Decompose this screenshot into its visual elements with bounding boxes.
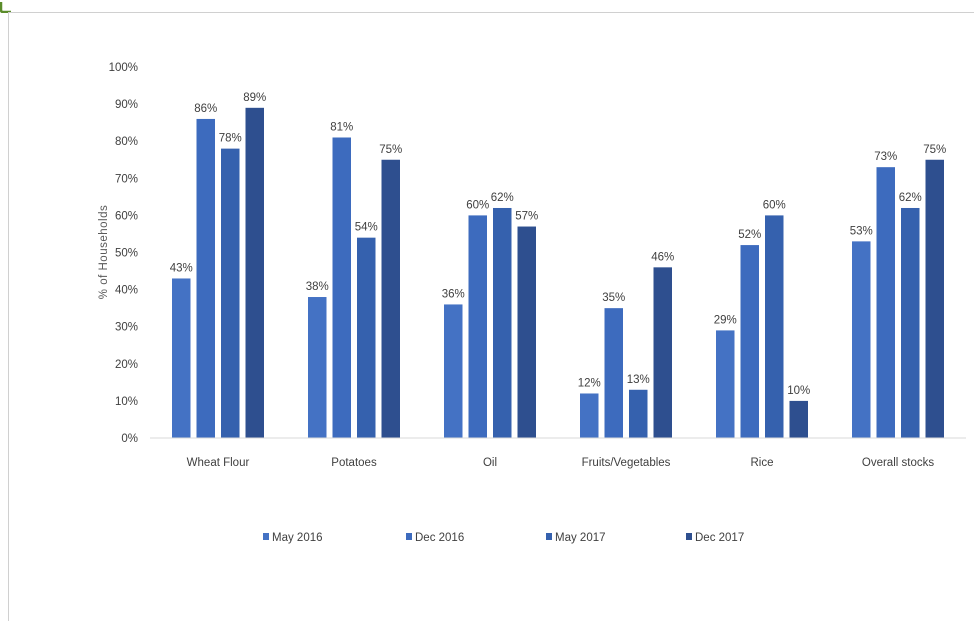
- bar: [629, 389, 648, 438]
- data-label: 60%: [763, 199, 786, 211]
- bar: [196, 118, 215, 438]
- bar: [653, 267, 672, 438]
- x-category-label: Wheat Flour: [187, 457, 250, 469]
- data-label: 62%: [899, 192, 922, 204]
- bar: [221, 148, 240, 438]
- data-label: 36%: [442, 288, 465, 300]
- bar: [716, 330, 735, 438]
- data-label: 57%: [515, 211, 538, 223]
- y-tick-label: 40%: [115, 285, 138, 297]
- data-label: 29%: [714, 314, 737, 326]
- x-category-label: Oil: [483, 457, 497, 469]
- bar: [172, 278, 191, 438]
- data-label: 75%: [923, 144, 946, 156]
- bar: [357, 237, 376, 438]
- data-label: 73%: [874, 151, 897, 163]
- data-label: 78%: [219, 133, 242, 145]
- y-axis-title: % of Households: [98, 205, 110, 299]
- y-tick-label: 60%: [115, 210, 138, 222]
- bar: [852, 241, 871, 438]
- y-tick-label: 20%: [115, 359, 138, 371]
- legend-swatch: [406, 533, 412, 540]
- data-label: 60%: [466, 199, 489, 211]
- legend-label: May 2017: [555, 532, 606, 544]
- data-label: 54%: [355, 222, 378, 234]
- legend-swatch: [686, 533, 692, 540]
- data-label: 81%: [330, 121, 353, 133]
- bar: [444, 304, 463, 438]
- y-tick-label: 90%: [115, 99, 138, 111]
- bars: [172, 107, 944, 439]
- legend: May 2016 Dec 2016 May 2017 Dec 2017: [263, 532, 744, 544]
- bar: [493, 207, 512, 438]
- bar: [901, 207, 920, 438]
- y-tick-label: 70%: [115, 173, 138, 185]
- x-axis-categories: Wheat Flour Potatoes Oil Fruits/Vegetables R…: [187, 457, 935, 469]
- corner-mark-icon: [0, 0, 12, 14]
- data-label: 89%: [243, 92, 266, 104]
- data-label: 53%: [850, 225, 873, 237]
- bar: [308, 297, 327, 438]
- legend-label: Dec 2016: [415, 532, 464, 544]
- data-labels: 43%86%78%89%38%81%54%75%36%60%62%57%12%3…: [170, 92, 947, 397]
- data-label: 75%: [379, 144, 402, 156]
- bar: [332, 137, 351, 439]
- bar: [765, 215, 784, 438]
- data-label: 13%: [627, 374, 650, 386]
- bar: [789, 400, 808, 438]
- data-label: 86%: [194, 103, 217, 115]
- y-tick-label: 100%: [109, 62, 138, 74]
- bar: [245, 107, 264, 438]
- data-label: 35%: [602, 292, 625, 304]
- y-tick-label: 80%: [115, 136, 138, 148]
- bar: [468, 215, 487, 438]
- legend-label: May 2016: [272, 532, 323, 544]
- legend-swatch: [263, 533, 269, 540]
- y-axis-ticks: 0% 10% 20% 30% 40% 50% 60% 70% 80% 90% 100%: [109, 62, 138, 445]
- bar: [876, 167, 895, 439]
- data-label: 38%: [306, 281, 329, 293]
- chart-frame: [8, 12, 974, 621]
- bar: [580, 393, 599, 438]
- bar: [925, 159, 944, 438]
- data-label: 62%: [491, 192, 514, 204]
- x-category-label: Potatoes: [331, 457, 377, 469]
- data-label: 43%: [170, 262, 193, 274]
- bar: [604, 308, 623, 438]
- y-tick-label: 30%: [115, 322, 138, 334]
- x-category-label: Overall stocks: [862, 457, 934, 469]
- bar: [740, 245, 759, 438]
- y-tick-label: 0%: [121, 433, 138, 445]
- x-category-label: Rice: [750, 457, 773, 469]
- y-tick-label: 50%: [115, 248, 138, 260]
- data-label: 10%: [787, 385, 810, 397]
- data-label: 12%: [578, 377, 601, 389]
- data-label: 46%: [651, 251, 674, 263]
- bar: [517, 226, 536, 438]
- bar: [381, 159, 400, 438]
- x-category-label: Fruits/Vegetables: [582, 457, 671, 469]
- data-label: 52%: [738, 229, 761, 241]
- legend-swatch: [546, 533, 552, 540]
- legend-label: Dec 2017: [695, 532, 744, 544]
- y-tick-label: 10%: [115, 396, 138, 408]
